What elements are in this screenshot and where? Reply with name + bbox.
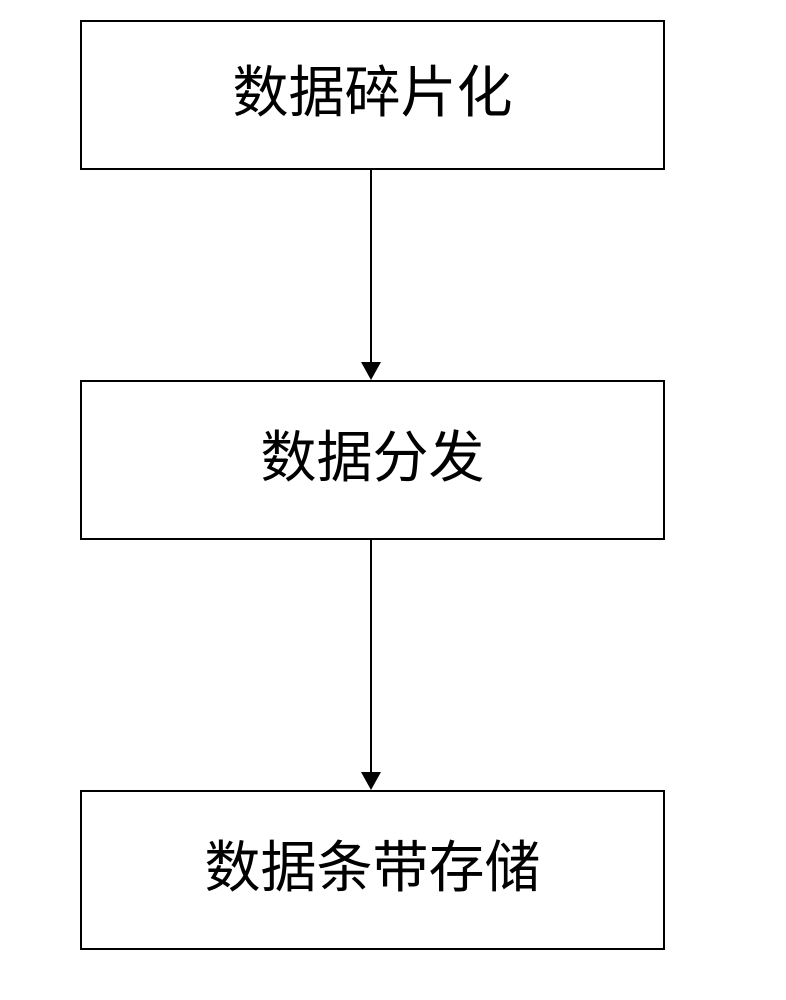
node-label-3: 数据条带存储 [205, 839, 541, 901]
flow-node-2: 数据分发 [80, 380, 665, 540]
edge-line-2 [370, 540, 372, 772]
edge-line-1 [370, 170, 372, 362]
node-label-2: 数据分发 [261, 429, 485, 491]
edge-arrowhead-1 [361, 362, 381, 380]
edge-arrowhead-2 [361, 772, 381, 790]
node-label-1: 数据碎片化 [233, 64, 513, 126]
flowchart-container: 数据碎片化 数据分发 数据条带存储 [0, 0, 786, 1000]
flow-node-1: 数据碎片化 [80, 20, 665, 170]
flow-node-3: 数据条带存储 [80, 790, 665, 950]
